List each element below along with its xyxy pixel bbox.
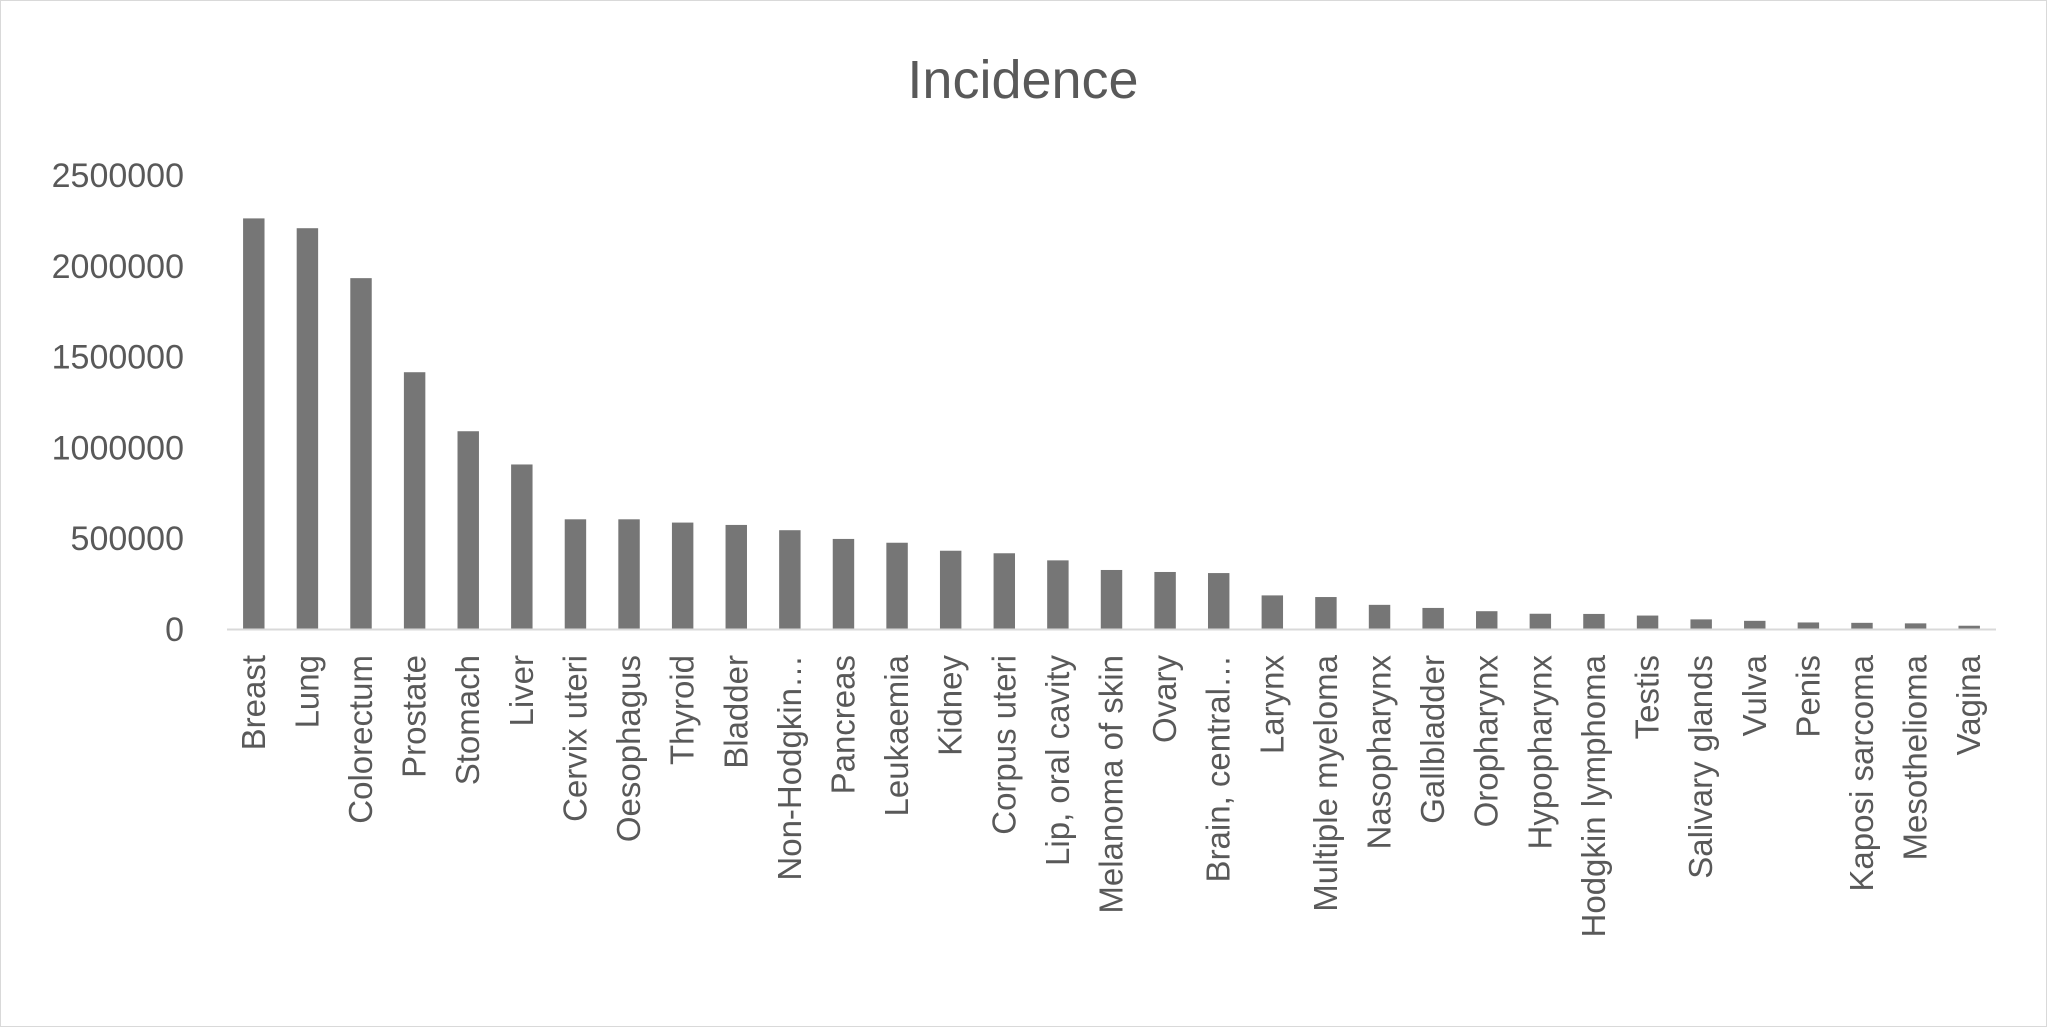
bar: [1315, 597, 1337, 629]
x-tick-label: Hypopharynx: [1521, 655, 1558, 850]
x-tick-label: Vagina: [1950, 654, 1987, 755]
chart-title: Incidence: [907, 50, 1138, 110]
bar: [403, 372, 426, 629]
bar: [1958, 625, 1980, 629]
bar: [511, 464, 533, 629]
x-tick-label: Cervix uteri: [556, 655, 593, 822]
bar: [1422, 607, 1444, 629]
bar: [1529, 613, 1552, 629]
x-tick-label: Stomach: [449, 655, 486, 785]
bar: [671, 522, 694, 629]
x-tick-label: Testis: [1629, 655, 1666, 739]
bar: [1636, 615, 1659, 629]
bars: [243, 218, 1980, 629]
bar: [939, 550, 962, 629]
x-tick-label: Liver: [503, 655, 540, 727]
bar: [1100, 569, 1123, 629]
bar: [457, 431, 479, 629]
bar: [725, 524, 747, 629]
x-tick-label: Kidney: [932, 655, 969, 756]
x-tick-label: Gallbladder: [1414, 655, 1451, 824]
bar: [1904, 623, 1927, 629]
bar: [1476, 611, 1498, 629]
x-tick-label: Ovary: [1146, 655, 1183, 744]
x-tick-label: Lung: [288, 655, 325, 728]
bar: [1261, 595, 1284, 629]
bar: [1851, 622, 1873, 629]
x-tick-label: Bladder: [717, 655, 754, 769]
x-tick-label: Salivary glands: [1682, 655, 1719, 879]
bar: [1744, 620, 1766, 629]
x-tick-label: Multiple myeloma: [1307, 654, 1344, 911]
bar: [993, 553, 1016, 629]
y-tick-label: 0: [165, 611, 184, 649]
bar: [296, 228, 319, 629]
bar: [779, 530, 801, 629]
bar: [1368, 604, 1391, 629]
bar: [1207, 573, 1230, 629]
x-tick-label: Corpus uteri: [985, 655, 1022, 835]
x-tick-label: Vulva: [1736, 654, 1773, 736]
y-axis-labels: 0 500000 1000000 1500000 2000000 2500000: [52, 157, 184, 649]
bar: [1583, 613, 1605, 629]
y-tick-label: 2000000: [52, 248, 184, 286]
x-tick-label: Leukaemia: [878, 654, 915, 816]
x-tick-label: Lip, oral cavity: [1039, 655, 1076, 866]
x-tick-label: Thyroid: [664, 655, 701, 765]
x-tick-label: Larynx: [1253, 655, 1290, 755]
x-tick-label: Oropharynx: [1468, 655, 1505, 828]
x-tick-label: Nasopharynx: [1361, 655, 1398, 850]
x-tick-label: Mesothelioma: [1897, 654, 1934, 860]
bar: [1047, 560, 1069, 629]
bar: [350, 278, 372, 629]
bar: [243, 218, 265, 629]
y-tick-label: 2500000: [52, 157, 184, 195]
bar: [886, 542, 908, 629]
y-tick-label: 1500000: [52, 339, 184, 377]
x-tick-label: Pancreas: [824, 655, 861, 794]
bar: [564, 519, 587, 629]
bar: [1797, 622, 1820, 629]
x-tick-label: Hodgkin lymphoma: [1575, 654, 1612, 937]
x-tick-label: Oesophagus: [610, 655, 647, 842]
x-axis-labels: Breast Lung Colorectum Prostate Stomach Liver…: [235, 654, 1987, 937]
bar: [1690, 619, 1712, 629]
y-tick-label: 500000: [71, 520, 184, 558]
bar: [618, 519, 640, 629]
x-tick-label: Colorectum: [342, 655, 379, 824]
x-tick-label: Breast: [235, 655, 272, 750]
x-tick-label: Kaposi sarcoma: [1843, 654, 1880, 891]
x-tick-label: Penis: [1789, 655, 1826, 738]
bar: [1154, 571, 1176, 629]
x-tick-label: Prostate: [396, 655, 433, 778]
x-tick-label: Melanoma of skin: [1093, 655, 1130, 914]
x-tick-label: Non-Hodgkin…: [771, 655, 808, 881]
x-tick-label: Brain, central…: [1200, 655, 1237, 882]
y-tick-label: 1000000: [52, 429, 184, 467]
bar: [832, 538, 855, 629]
